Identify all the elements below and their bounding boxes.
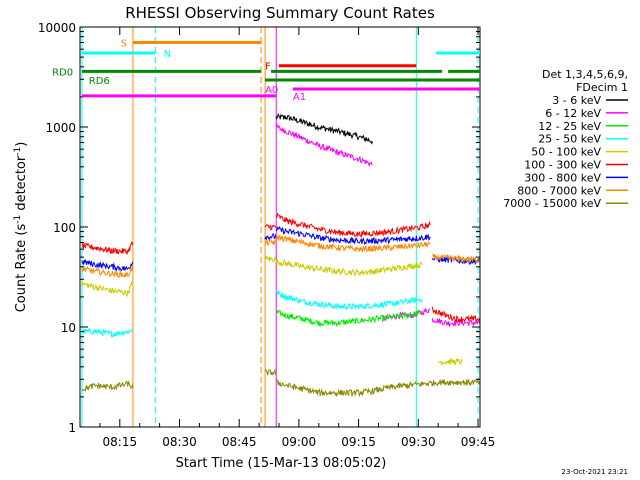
legend-label-2: 12 - 25 keV [538,120,601,133]
series-2-segment-0 [276,309,423,328]
series-7 [81,233,481,279]
y-label-part3: ) [14,142,29,147]
y-tick-label-3: 1000 [45,121,76,135]
x-tick-label-1: 08:30 [162,435,197,449]
series-5 [81,212,480,323]
legend-label-5: 100 - 300 keV [524,159,601,172]
series-7-segment-2 [275,233,431,253]
flag-label-f: F [265,62,271,73]
y-tick-label-2: 100 [53,221,76,235]
legend-label-0: 3 - 6 keV [552,94,601,107]
flag-label-n: N [164,49,171,60]
y-tick-label-1: 10 [61,321,76,335]
x-tick-label-0: 08:15 [103,435,138,449]
x-axis-label: Start Time (15-Mar-13 08:05:02) [176,456,387,471]
legend-header-2: FDecim 1 [576,81,628,94]
x-tick-label-5: 09:30 [401,435,436,449]
series-4-segment-3 [437,357,463,366]
plot-content [81,27,481,427]
flag-label-s: S [121,38,127,49]
axis-ticks: 08:15 08:30 08:45 09:00 09:15 09:30 09:45 1 10 10… [38,21,495,449]
series-3-segment-0 [81,327,134,338]
series-7-segment-0 [81,264,134,279]
y-axis-label: Count Rate (s-1 detector-1) [13,142,29,313]
y-label-sup2: -1 [13,147,23,156]
series-6-segment-1 [264,233,277,242]
flag-label-a1: A1 [293,92,306,103]
legend-label-1: 6 - 12 keV [545,107,601,120]
series-6-segment-2 [275,225,431,246]
footer-date: 23-Oct-2021 23:21 [562,468,628,476]
legend-label-7: 800 - 7000 keV [517,184,601,197]
series-8-segment-1 [264,368,277,376]
series-1-segment-0 [275,122,373,168]
y-label-sup1: -1 [13,215,23,224]
series-4-segment-2 [275,259,423,277]
series-6-segment-0 [81,259,134,273]
series-0 [275,112,373,145]
legend-header-1: Det 1,3,4,5,6,9, [542,68,628,81]
flag-label-rd0: RD0 [52,67,73,78]
y-tick-label-4: 10000 [38,21,76,35]
legend-label-8: 7000 - 15000 keV [503,197,601,210]
chart-title: RHESSI Observing Summary Count Rates [125,4,435,22]
flag-label-a0: A0 [265,85,278,96]
series-5-segment-1 [264,224,277,231]
x-tick-label-2: 08:45 [222,435,257,449]
series-8-segment-2 [275,378,481,398]
series-4-segment-1 [264,254,277,263]
legend-label-6: 300 - 800 keV [524,171,601,184]
flag-bars: S N F RD0 RD6 A0 A1 [52,38,480,103]
y-tick-label-0: 1 [68,421,76,435]
y-label-part1: Count Rate (s [14,224,29,313]
series-1-segment-2 [431,318,480,328]
series-8 [81,368,481,398]
series-7-segment-1 [264,238,277,247]
series-7-segment-3 [432,253,481,264]
series-5-segment-3 [431,306,480,323]
series-3-segment-1 [275,288,423,311]
y-label-part2: detector [14,155,29,215]
series-4 [81,254,463,366]
series-8-segment-0 [81,380,134,392]
series-2 [276,309,423,328]
x-tick-label-6: 09:45 [461,435,496,449]
legend-label-4: 50 - 100 keV [531,146,601,159]
series-5-segment-2 [275,212,431,238]
series-5-segment-0 [81,241,134,255]
series-4-segment-0 [81,280,134,298]
flag-label-rd6: RD6 [89,76,110,87]
x-tick-label-3: 09:00 [282,435,317,449]
series-3 [81,288,423,338]
x-tick-label-4: 09:15 [341,435,376,449]
legend-label-3: 25 - 50 keV [538,133,601,146]
series-0-segment-0 [275,112,373,145]
